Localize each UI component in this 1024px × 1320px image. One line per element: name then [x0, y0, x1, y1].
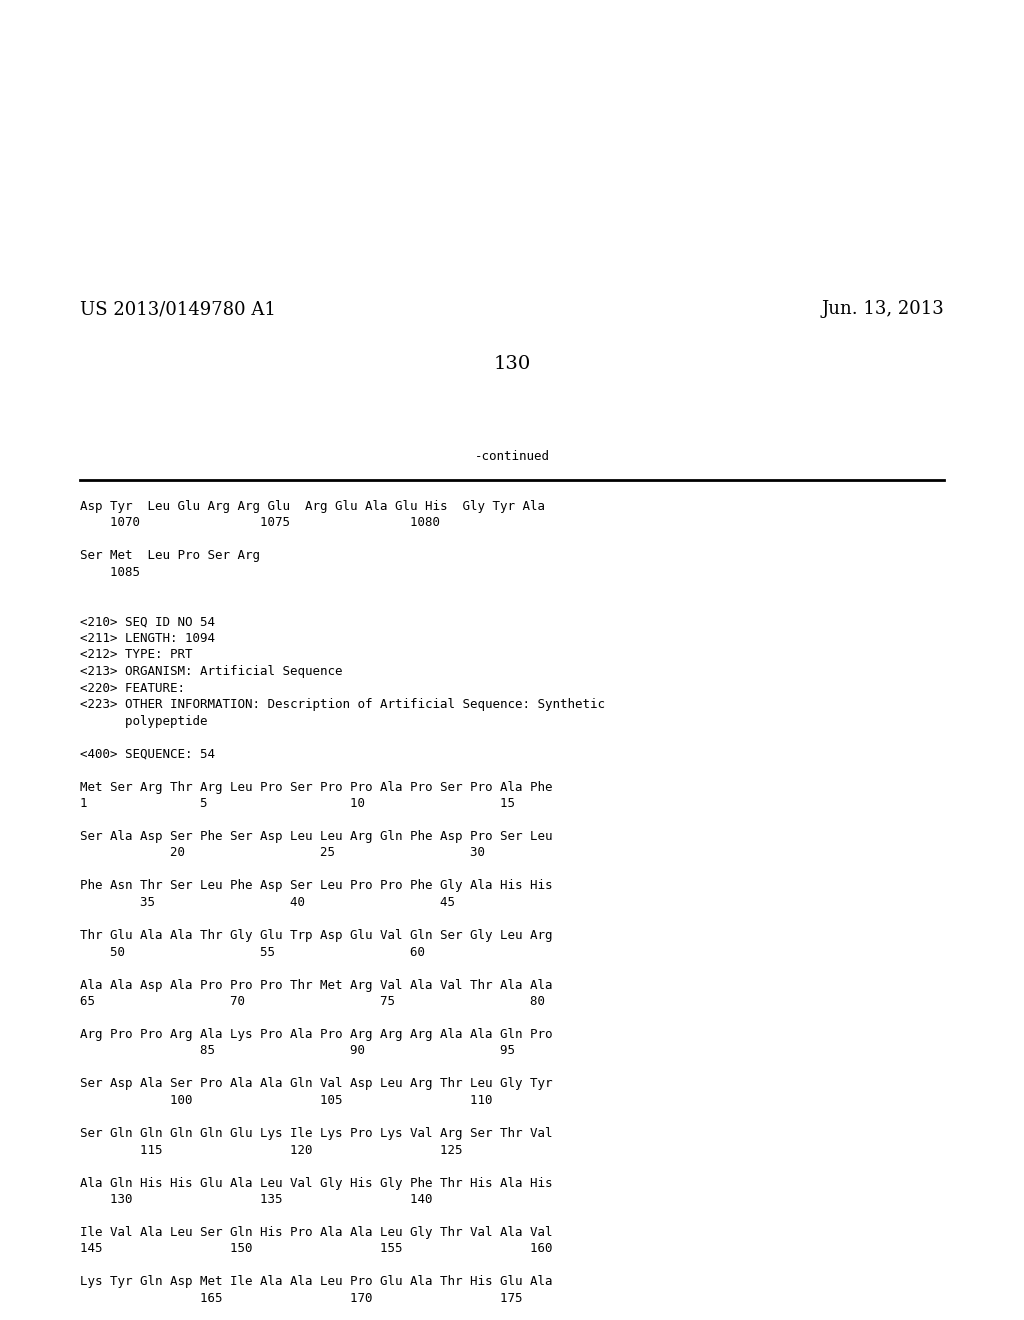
Text: Phe Asn Thr Ser Leu Phe Asp Ser Leu Pro Pro Phe Gly Ala His His: Phe Asn Thr Ser Leu Phe Asp Ser Leu Pro …: [80, 879, 553, 892]
Text: Met Ser Arg Thr Arg Leu Pro Ser Pro Pro Ala Pro Ser Pro Ala Phe: Met Ser Arg Thr Arg Leu Pro Ser Pro Pro …: [80, 780, 553, 793]
Text: <211> LENGTH: 1094: <211> LENGTH: 1094: [80, 632, 215, 645]
Text: Ser Ala Asp Ser Phe Ser Asp Leu Leu Arg Gln Phe Asp Pro Ser Leu: Ser Ala Asp Ser Phe Ser Asp Leu Leu Arg …: [80, 830, 553, 843]
Text: 145                 150                 155                 160: 145 150 155 160: [80, 1242, 553, 1255]
Text: 100                 105                 110: 100 105 110: [80, 1094, 493, 1107]
Text: Ile Val Ala Leu Ser Gln His Pro Ala Ala Leu Gly Thr Val Ala Val: Ile Val Ala Leu Ser Gln His Pro Ala Ala …: [80, 1226, 553, 1239]
Text: 1085: 1085: [80, 566, 140, 579]
Text: Asp Tyr  Leu Glu Arg Arg Glu  Arg Glu Ala Glu His  Gly Tyr Ala: Asp Tyr Leu Glu Arg Arg Glu Arg Glu Ala …: [80, 500, 545, 513]
Text: <223> OTHER INFORMATION: Description of Artificial Sequence: Synthetic: <223> OTHER INFORMATION: Description of …: [80, 698, 605, 711]
Text: -continued: -continued: [474, 450, 550, 463]
Text: 130                 135                 140: 130 135 140: [80, 1193, 432, 1206]
Text: 50                  55                  60: 50 55 60: [80, 945, 425, 958]
Text: <220> FEATURE:: <220> FEATURE:: [80, 681, 185, 694]
Text: Ala Gln His His Glu Ala Leu Val Gly His Gly Phe Thr His Ala His: Ala Gln His His Glu Ala Leu Val Gly His …: [80, 1176, 553, 1189]
Text: Arg Pro Pro Arg Ala Lys Pro Ala Pro Arg Arg Arg Ala Ala Gln Pro: Arg Pro Pro Arg Ala Lys Pro Ala Pro Arg …: [80, 1028, 553, 1041]
Text: 115                 120                 125: 115 120 125: [80, 1143, 463, 1156]
Text: 165                 170                 175: 165 170 175: [80, 1292, 522, 1305]
Text: US 2013/0149780 A1: US 2013/0149780 A1: [80, 300, 275, 318]
Text: Thr Glu Ala Ala Thr Gly Glu Trp Asp Glu Val Gln Ser Gly Leu Arg: Thr Glu Ala Ala Thr Gly Glu Trp Asp Glu …: [80, 929, 553, 942]
Text: 35                  40                  45: 35 40 45: [80, 896, 455, 909]
Text: <400> SEQUENCE: 54: <400> SEQUENCE: 54: [80, 747, 215, 760]
Text: <212> TYPE: PRT: <212> TYPE: PRT: [80, 648, 193, 661]
Text: Ser Gln Gln Gln Gln Glu Lys Ile Lys Pro Lys Val Arg Ser Thr Val: Ser Gln Gln Gln Gln Glu Lys Ile Lys Pro …: [80, 1127, 553, 1140]
Text: 65                  70                  75                  80: 65 70 75 80: [80, 995, 545, 1008]
Text: 1070                1075                1080: 1070 1075 1080: [80, 516, 440, 529]
Text: <210> SEQ ID NO 54: <210> SEQ ID NO 54: [80, 615, 215, 628]
Text: <213> ORGANISM: Artificial Sequence: <213> ORGANISM: Artificial Sequence: [80, 665, 342, 678]
Text: Lys Tyr Gln Asp Met Ile Ala Ala Leu Pro Glu Ala Thr His Glu Ala: Lys Tyr Gln Asp Met Ile Ala Ala Leu Pro …: [80, 1275, 553, 1288]
Text: 130: 130: [494, 355, 530, 374]
Text: Ser Met  Leu Pro Ser Arg: Ser Met Leu Pro Ser Arg: [80, 549, 260, 562]
Text: Ser Asp Ala Ser Pro Ala Ala Gln Val Asp Leu Arg Thr Leu Gly Tyr: Ser Asp Ala Ser Pro Ala Ala Gln Val Asp …: [80, 1077, 553, 1090]
Text: 20                  25                  30: 20 25 30: [80, 846, 485, 859]
Text: Ala Ala Asp Ala Pro Pro Pro Thr Met Arg Val Ala Val Thr Ala Ala: Ala Ala Asp Ala Pro Pro Pro Thr Met Arg …: [80, 978, 553, 991]
Text: polypeptide: polypeptide: [80, 714, 208, 727]
Text: Jun. 13, 2013: Jun. 13, 2013: [821, 300, 944, 318]
Text: 1               5                   10                  15: 1 5 10 15: [80, 797, 515, 810]
Text: 85                  90                  95: 85 90 95: [80, 1044, 515, 1057]
